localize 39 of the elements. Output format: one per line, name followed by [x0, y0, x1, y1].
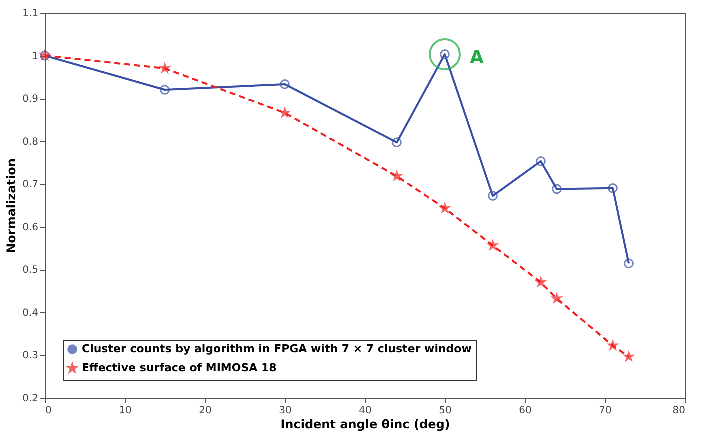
point [488, 191, 498, 202]
x-tick-label: 70 [599, 406, 612, 416]
y-tick-label: 1.1 [22, 8, 38, 20]
y-axis-title: Normalization [4, 158, 19, 254]
x-axis-title: Incident angle θinc (deg) [280, 418, 450, 432]
point [280, 80, 290, 90]
y-tick-label: 0.4 [22, 308, 38, 319]
x-tick-label: 10 [119, 406, 132, 416]
x-tick-label: 80 [672, 406, 686, 416]
x-tick-label: 0 [46, 406, 52, 416]
point [488, 240, 498, 250]
y-tick-label: 1 [32, 51, 38, 62]
point [552, 294, 562, 303]
legend-label: Cluster counts by algorithm in FPGA with 7 × 7 cluster window [82, 342, 472, 356]
x-tick-label: 20 [199, 406, 212, 416]
x-tick-label: 40 [359, 406, 372, 416]
y-tick-label: 0.3 [22, 350, 38, 362]
point [392, 171, 402, 181]
point [608, 183, 618, 194]
point [608, 340, 618, 350]
point [552, 184, 562, 194]
point [160, 64, 170, 73]
point [536, 156, 546, 166]
y-tick-label: 0.2 [22, 394, 38, 404]
y-tick-label: 0.9 [22, 94, 38, 106]
point [536, 278, 546, 287]
point [624, 258, 634, 269]
point [280, 108, 290, 118]
annotation: A [470, 47, 484, 68]
x-tick-label: 30 [279, 406, 292, 416]
x-tick-label: 50 [439, 406, 452, 416]
point [392, 138, 402, 148]
y-tick-label: 0.6 [22, 222, 38, 234]
point [160, 85, 170, 95]
x-tick-label: 60 [519, 406, 532, 416]
y-tick-label: 0.7 [22, 180, 38, 191]
y-tick-label: 0.5 [22, 265, 38, 276]
legend-label: Effective surface of MIMOSA 18 [82, 362, 277, 374]
y-tick-label: 0.8 [22, 136, 38, 148]
